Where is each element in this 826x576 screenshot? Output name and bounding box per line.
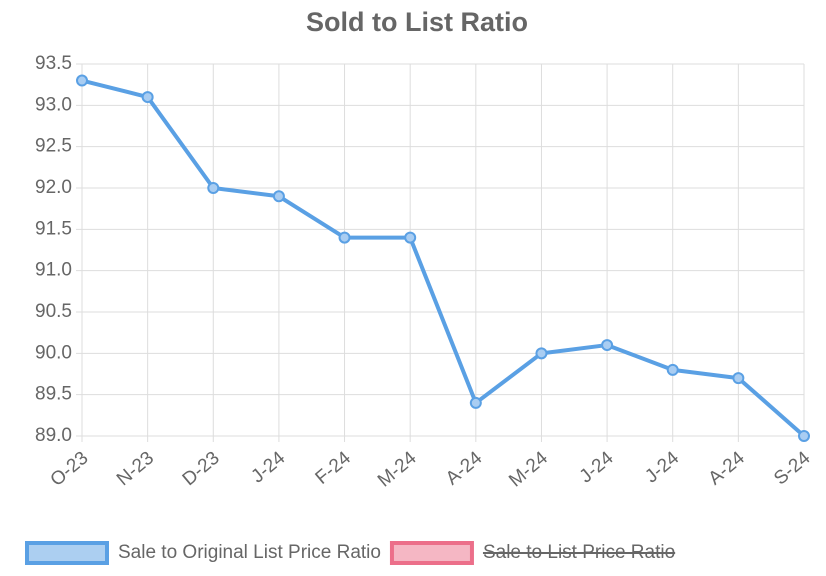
y-tick-label: 93.5	[35, 53, 72, 74]
legend-label: Sale to Original List Price Ratio	[118, 542, 381, 563]
x-tick-label: N-23	[113, 448, 158, 491]
x-tick-label: J-24	[641, 447, 683, 487]
data-point	[338, 231, 351, 244]
y-tick-label: 93.0	[35, 94, 72, 115]
x-tick-label: O-23	[47, 448, 93, 491]
series-line	[81, 78, 806, 438]
x-tick-label: J-24	[248, 447, 290, 487]
y-tick-label: 90.0	[35, 342, 72, 363]
x-tick-label: F-24	[312, 447, 356, 488]
data-point	[469, 396, 482, 409]
data-point	[207, 182, 220, 194]
y-tick-label: 91.5	[35, 218, 72, 239]
data-point	[535, 347, 548, 360]
y-tick-label: 89.5	[35, 384, 72, 405]
x-tick-label: J-24	[576, 447, 618, 487]
data-point	[141, 91, 154, 104]
x-tick-label: A-24	[705, 447, 750, 489]
legend-swatch	[389, 541, 474, 565]
y-tick-label: 92.5	[35, 136, 72, 157]
x-tick-label: S-24	[770, 447, 815, 489]
data-point	[798, 430, 810, 442]
data-point	[76, 74, 88, 87]
x-tick-label: M-24	[374, 447, 421, 491]
chart-title: Sold to List Ratio	[306, 7, 528, 37]
y-tick-label: 92.0	[35, 177, 72, 198]
x-tick-label: M-24	[505, 447, 552, 491]
legend-swatch	[25, 541, 109, 565]
data-point	[732, 372, 745, 385]
x-tick-label: A-24	[442, 447, 487, 489]
data-point	[272, 190, 285, 203]
y-tick-label: 89.0	[35, 425, 72, 446]
y-tick-label: 90.5	[35, 301, 72, 322]
data-point	[404, 231, 417, 244]
data-point	[666, 363, 679, 376]
y-tick-label: 91.0	[35, 260, 72, 281]
data-point	[601, 339, 614, 352]
x-tick-label: D-23	[179, 448, 224, 491]
